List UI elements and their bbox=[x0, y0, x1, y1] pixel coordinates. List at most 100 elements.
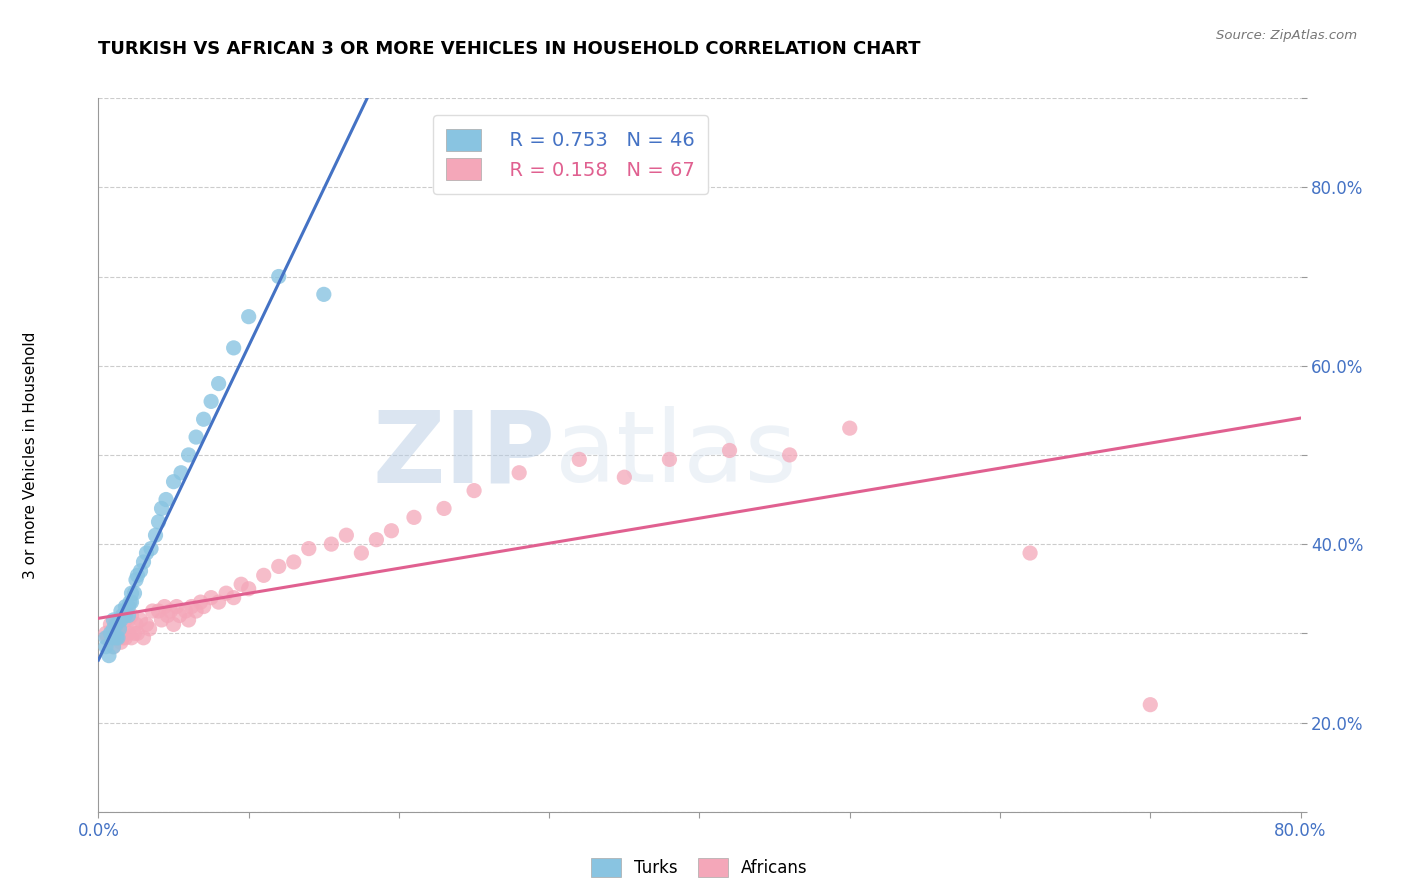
Point bbox=[150, 501, 173, 516]
Point bbox=[238, 582, 260, 596]
Point bbox=[103, 640, 125, 654]
Point bbox=[180, 599, 202, 614]
Point bbox=[94, 631, 117, 645]
Point bbox=[200, 394, 222, 409]
Point bbox=[117, 599, 139, 614]
Point bbox=[132, 631, 155, 645]
Point bbox=[103, 631, 125, 645]
Point bbox=[135, 546, 157, 560]
Point bbox=[238, 310, 260, 324]
Point bbox=[114, 608, 136, 623]
Point bbox=[193, 412, 215, 426]
Point bbox=[177, 448, 200, 462]
Point bbox=[138, 622, 160, 636]
Point bbox=[139, 541, 162, 556]
Point bbox=[111, 608, 134, 623]
Point bbox=[718, 443, 741, 458]
Point bbox=[125, 617, 148, 632]
Point bbox=[100, 617, 122, 632]
Point bbox=[174, 604, 197, 618]
Point bbox=[200, 591, 222, 605]
Point bbox=[222, 591, 245, 605]
Point bbox=[114, 613, 136, 627]
Point bbox=[145, 528, 167, 542]
Point bbox=[283, 555, 305, 569]
Point bbox=[298, 541, 321, 556]
Point bbox=[267, 269, 290, 284]
Point bbox=[215, 586, 238, 600]
Point bbox=[94, 640, 117, 654]
Point bbox=[124, 586, 146, 600]
Point bbox=[153, 599, 176, 614]
Point bbox=[222, 341, 245, 355]
Text: 3 or more Vehicles in Household: 3 or more Vehicles in Household bbox=[24, 331, 38, 579]
Point bbox=[114, 599, 136, 614]
Point bbox=[110, 613, 132, 627]
Point bbox=[190, 595, 212, 609]
Point bbox=[150, 613, 173, 627]
Point bbox=[111, 631, 134, 645]
Point bbox=[96, 631, 118, 645]
Point bbox=[114, 631, 136, 645]
Point bbox=[162, 617, 184, 632]
Point bbox=[838, 421, 860, 435]
Point bbox=[112, 608, 135, 623]
Point bbox=[132, 555, 155, 569]
Point bbox=[779, 448, 801, 462]
Point bbox=[103, 640, 125, 654]
Point bbox=[568, 452, 591, 467]
Point bbox=[402, 510, 425, 524]
Point bbox=[613, 470, 636, 484]
Point bbox=[658, 452, 681, 467]
Point bbox=[127, 568, 149, 582]
Point bbox=[1139, 698, 1161, 712]
Point bbox=[108, 622, 131, 636]
Point bbox=[184, 430, 207, 444]
Point bbox=[321, 537, 343, 551]
Point bbox=[208, 595, 231, 609]
Point bbox=[1019, 546, 1042, 560]
Point bbox=[129, 564, 152, 578]
Point bbox=[177, 613, 200, 627]
Point bbox=[110, 635, 132, 649]
Point bbox=[350, 546, 373, 560]
Point bbox=[105, 617, 128, 632]
Point bbox=[97, 648, 120, 663]
Point bbox=[94, 626, 117, 640]
Point bbox=[105, 626, 128, 640]
Point bbox=[124, 626, 146, 640]
Text: atlas: atlas bbox=[555, 407, 797, 503]
Legend: Turks, Africans: Turks, Africans bbox=[582, 849, 817, 886]
Point bbox=[129, 613, 152, 627]
Point bbox=[170, 466, 193, 480]
Point bbox=[156, 608, 179, 623]
Point bbox=[117, 613, 139, 627]
Point bbox=[107, 631, 129, 645]
Point bbox=[208, 376, 231, 391]
Point bbox=[366, 533, 388, 547]
Point bbox=[121, 631, 143, 645]
Point bbox=[141, 604, 163, 618]
Point bbox=[101, 631, 124, 645]
Point bbox=[169, 608, 191, 623]
Point bbox=[108, 631, 131, 645]
Point bbox=[117, 626, 139, 640]
Point bbox=[110, 604, 132, 618]
Point bbox=[148, 604, 170, 618]
Point bbox=[162, 475, 184, 489]
Point bbox=[166, 599, 188, 614]
Point bbox=[253, 568, 276, 582]
Point bbox=[103, 622, 125, 636]
Point bbox=[433, 501, 456, 516]
Point bbox=[148, 515, 170, 529]
Point bbox=[127, 626, 149, 640]
Point bbox=[103, 613, 125, 627]
Point bbox=[312, 287, 335, 301]
Point bbox=[118, 595, 141, 609]
Point bbox=[121, 586, 143, 600]
Point bbox=[193, 599, 215, 614]
Point bbox=[267, 559, 290, 574]
Point bbox=[231, 577, 253, 591]
Text: TURKISH VS AFRICAN 3 OR MORE VEHICLES IN HOUSEHOLD CORRELATION CHART: TURKISH VS AFRICAN 3 OR MORE VEHICLES IN… bbox=[98, 40, 921, 58]
Point bbox=[107, 622, 129, 636]
